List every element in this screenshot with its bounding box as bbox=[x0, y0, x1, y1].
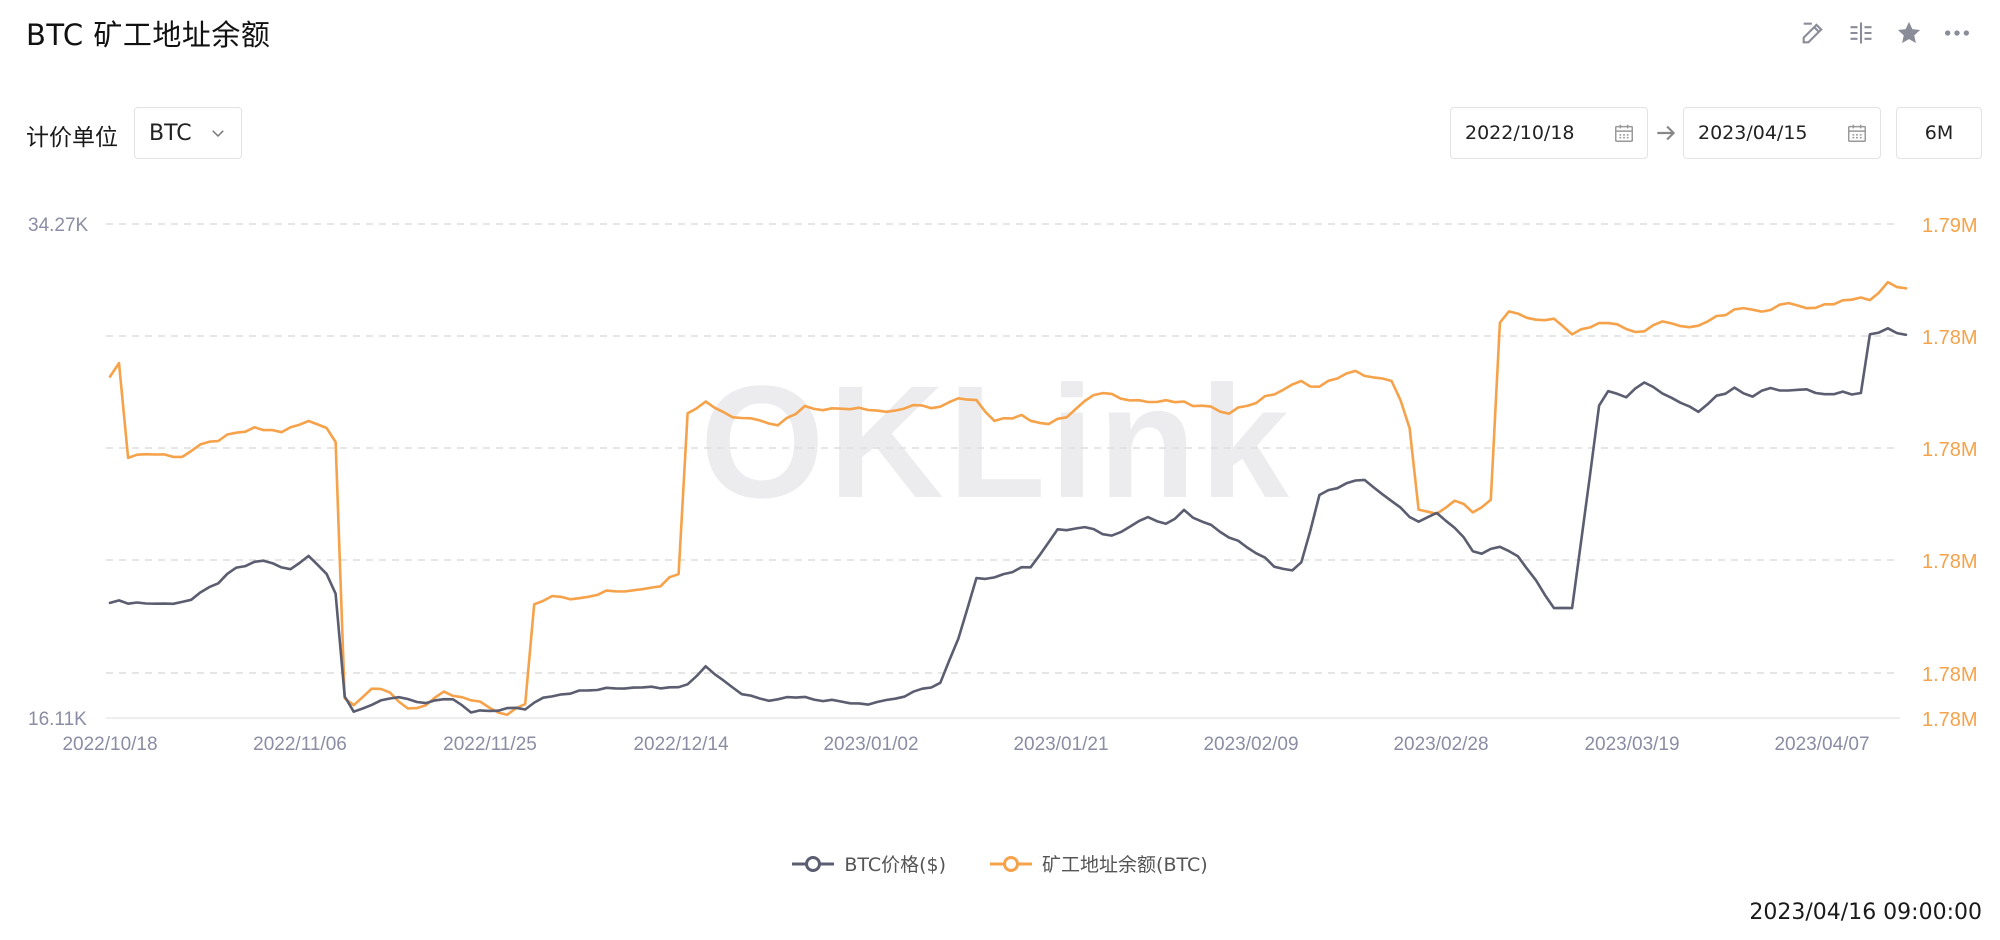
right-tick-label: 1.78M bbox=[1922, 664, 1978, 686]
x-tick-label: 2023/02/28 bbox=[1393, 734, 1488, 755]
left-tick-label: 34.27K bbox=[28, 215, 89, 236]
more-icon[interactable] bbox=[1940, 16, 1974, 50]
x-tick-label: 2022/12/14 bbox=[633, 734, 729, 755]
edit-icon[interactable] bbox=[1796, 16, 1830, 50]
series-line-btc-price bbox=[108, 327, 1908, 714]
calendar-icon bbox=[1615, 124, 1633, 142]
x-tick-label: 2022/11/25 bbox=[443, 734, 537, 755]
legend-marker-balance bbox=[990, 855, 1033, 872]
series-line-miner-balance bbox=[108, 280, 1908, 717]
legend-item-price[interactable]: BTC价格($) bbox=[792, 850, 946, 877]
legend-item-balance[interactable]: 矿工地址余额(BTC) bbox=[990, 850, 1208, 877]
calendar-icon bbox=[1848, 124, 1866, 142]
start-date-value: 2022/10/18 bbox=[1465, 122, 1575, 144]
page-title: BTC 矿工地址余额 bbox=[26, 18, 271, 52]
chevron-down-icon bbox=[212, 130, 224, 138]
legend-label-price: BTC价格($) bbox=[844, 854, 947, 876]
x-tick-label: 2023/04/07 bbox=[1774, 734, 1869, 755]
star-icon[interactable] bbox=[1892, 16, 1926, 50]
left-tick-label: 16.11K bbox=[28, 709, 87, 730]
grid-lines bbox=[106, 223, 1900, 719]
series-lines bbox=[108, 280, 1908, 717]
right-tick-label: 1.78M bbox=[1922, 709, 1978, 731]
right-tick-label: 1.78M bbox=[1922, 551, 1978, 573]
end-date-value: 2023/04/15 bbox=[1698, 122, 1808, 144]
unit-select-value: BTC bbox=[149, 120, 192, 146]
arrow-right-icon bbox=[1657, 125, 1676, 141]
toolbar bbox=[1796, 16, 1974, 50]
left-axis: 34.27K 16.11K bbox=[28, 215, 89, 730]
right-tick-label: 1.79M bbox=[1922, 215, 1978, 237]
range-6m-button[interactable]: 6M bbox=[1896, 107, 1982, 159]
right-tick-label: 1.78M bbox=[1922, 439, 1978, 461]
x-tick-label: 2023/02/09 bbox=[1203, 734, 1298, 755]
legend: BTC价格($) 矿工地址余额(BTC) bbox=[0, 850, 2000, 877]
legend-label-balance: 矿工地址余额(BTC) bbox=[1042, 854, 1208, 876]
x-tick-label: 2022/11/06 bbox=[253, 734, 347, 755]
x-tick-label: 2023/01/21 bbox=[1013, 734, 1108, 755]
legend-marker-price bbox=[792, 855, 835, 872]
x-tick-label: 2022/10/18 bbox=[62, 734, 157, 755]
start-date-input[interactable]: 2022/10/18 bbox=[1450, 107, 1648, 159]
end-date-input[interactable]: 2023/04/15 bbox=[1683, 107, 1881, 159]
x-tick-label: 2023/01/02 bbox=[823, 734, 918, 755]
x-tick-label: 2023/03/19 bbox=[1584, 734, 1679, 755]
data-timestamp: 2023/04/16 09:00:00 bbox=[1749, 900, 1982, 925]
unit-label: 计价单位 bbox=[26, 125, 118, 151]
right-tick-label: 1.78M bbox=[1922, 327, 1978, 349]
compare-icon[interactable] bbox=[1844, 16, 1878, 50]
unit-select[interactable]: BTC bbox=[134, 107, 242, 159]
right-axis: 1.79M 1.78M 1.78M 1.78M 1.78M 1.78M bbox=[1922, 215, 1978, 731]
x-axis: 2022/10/18 2022/11/06 2022/11/25 2022/12/14… bbox=[62, 734, 1869, 755]
